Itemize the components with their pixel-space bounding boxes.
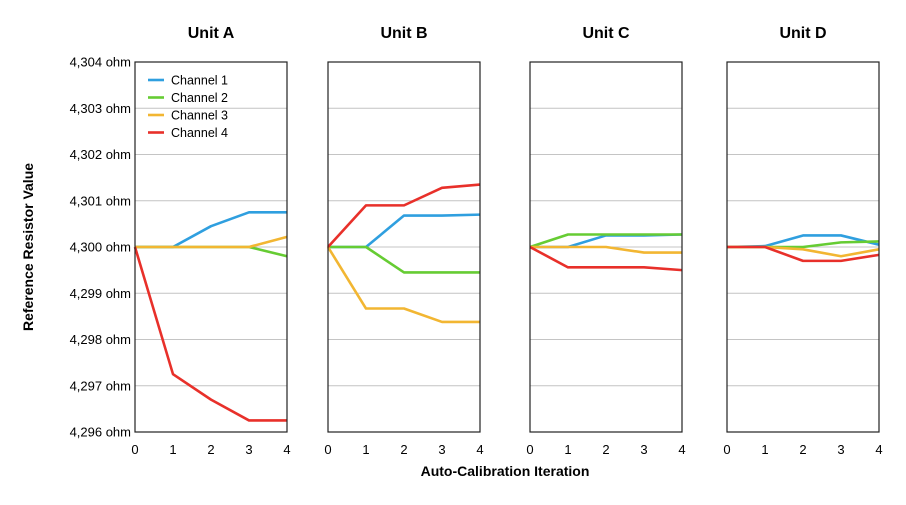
x-tick-label: 3: [245, 442, 252, 457]
y-tick-label: 4,302 ohm: [70, 147, 131, 162]
x-tick-label: 4: [476, 442, 483, 457]
x-tick-label: 3: [438, 442, 445, 457]
x-tick-label: 1: [169, 442, 176, 457]
series-line-channel-2: [135, 245, 288, 258]
series-line-channel-3: [326, 246, 480, 324]
panel-title: Unit A: [188, 25, 235, 42]
panel-title: Unit D: [779, 25, 826, 42]
legend-label-channel-1: Channel 1: [171, 74, 228, 88]
x-tick-label: 0: [324, 442, 331, 457]
y-tick-label: 4,296 ohm: [70, 425, 131, 440]
y-tick-label: 4,300 ohm: [70, 240, 131, 255]
y-tick-label: 4,301 ohm: [70, 193, 131, 208]
series-line-channel-2: [328, 245, 480, 274]
x-tick-label: 1: [761, 442, 768, 457]
series-line-channel-3: [727, 245, 880, 258]
x-tick-label: 2: [799, 442, 806, 457]
x-axis-label: Auto-Calibration Iteration: [421, 463, 590, 479]
series-line-channel-2: [529, 233, 682, 249]
x-tick-label: 0: [131, 442, 138, 457]
x-tick-label: 4: [678, 442, 685, 457]
x-tick-label: 2: [602, 442, 609, 457]
plot-frame: [726, 61, 880, 433]
panel-unit-a: Unit A 0 1 2 3 4 4,296 ohm 4,297 ohm 4,298 ohm 4,…: [70, 25, 291, 457]
y-axis-label: Reference Resistor Value: [20, 163, 36, 331]
series-line-channel-3: [530, 245, 682, 254]
panel-unit-d: Unit D 0 1 2 3 4: [723, 25, 882, 457]
series-line-channel-4: [327, 183, 481, 248]
panel-title: Unit C: [582, 25, 630, 42]
legend: Channel 1 Channel 2 Channel 3 Channel 4: [148, 74, 228, 140]
panel-unit-b: Unit B 0 1 2 3 4: [324, 25, 483, 457]
y-tick-label: 4,303 ohm: [70, 101, 131, 116]
x-tick-label: 4: [283, 442, 290, 457]
series-line-channel-1: [328, 213, 481, 249]
series-line-channel-4: [727, 245, 880, 263]
y-tick-label: 4,298 ohm: [70, 332, 131, 347]
plot-frame: [134, 61, 288, 433]
y-tick-label: 4,297 ohm: [70, 378, 131, 393]
legend-label-channel-2: Channel 2: [171, 91, 228, 105]
x-tick-label: 3: [640, 442, 647, 457]
plot-frame: [327, 61, 481, 433]
x-tick-label: 3: [837, 442, 844, 457]
x-tick-label: 2: [207, 442, 214, 457]
series-line-channel-4: [529, 245, 683, 272]
plot-frame: [529, 61, 683, 433]
x-tick-label: 2: [400, 442, 407, 457]
series-line-channel-3: [135, 235, 288, 249]
y-tick-label: 4,299 ohm: [70, 286, 131, 301]
x-tick-label: 0: [526, 442, 533, 457]
x-tick-label: 1: [362, 442, 369, 457]
x-tick-label: 1: [564, 442, 571, 457]
panel-title: Unit B: [380, 25, 427, 42]
y-tick-label: 4,304 ohm: [70, 55, 131, 70]
series-line-channel-4: [133, 246, 287, 422]
panel-unit-c: Unit C 0 1 2 3 4: [526, 25, 685, 457]
x-tick-label: 0: [723, 442, 730, 457]
legend-label-channel-4: Channel 4: [171, 126, 228, 140]
chart-root: Unit A 0 1 2 3 4 4,296 ohm 4,297 ohm 4,298 ohm 4,…: [20, 25, 883, 479]
x-tick-label: 4: [875, 442, 882, 457]
legend-label-channel-3: Channel 3: [171, 109, 228, 123]
